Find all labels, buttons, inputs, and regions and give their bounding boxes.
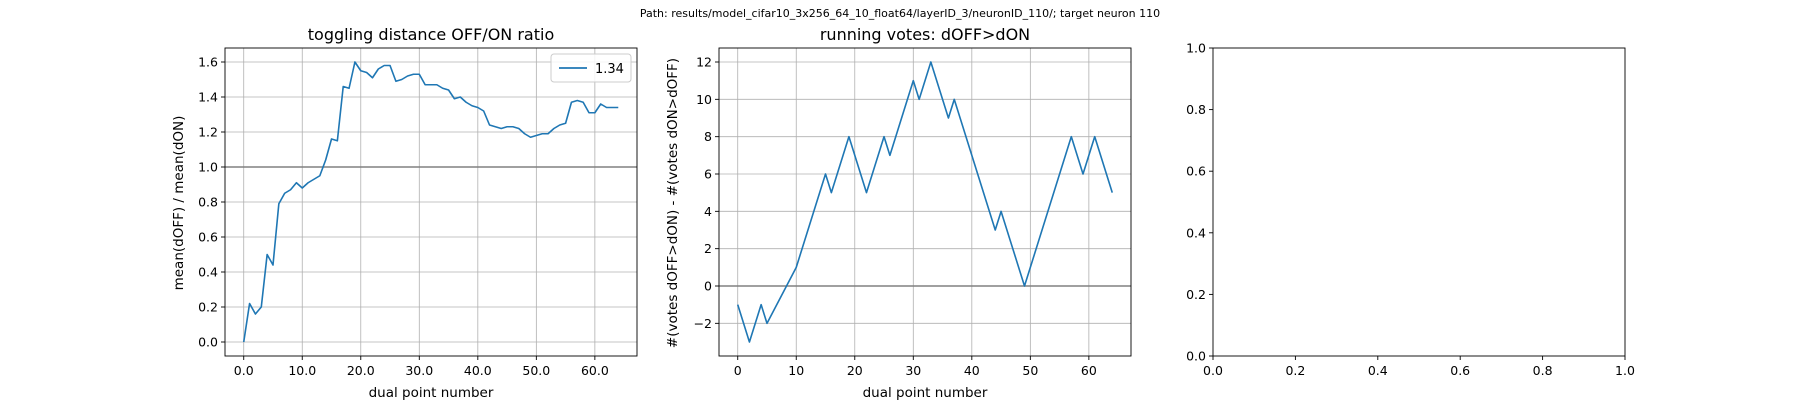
y-tick-label: 1.6 (198, 55, 218, 70)
x-tick-label: 50 (1022, 363, 1038, 378)
y-tick-label: 0.8 (1186, 102, 1206, 117)
x-tick-label: 20.0 (347, 363, 375, 378)
y-tick-label: 1.0 (198, 160, 218, 175)
axes-frame (718, 47, 1132, 357)
legend-label: 1.34 (595, 62, 624, 77)
y-tick-label: 1.0 (1186, 41, 1206, 56)
axes-frame (1212, 47, 1626, 357)
chart-panel-toggling-ratio: toggling distance OFF/ON ratio dual poin… (171, 25, 638, 400)
y-tick-label: 10 (696, 92, 712, 107)
series-line (736, 61, 1114, 343)
x-axis-label: dual point number (369, 385, 494, 400)
legend: 1.34 (550, 53, 632, 83)
chart-title: toggling distance OFF/ON ratio (308, 25, 554, 44)
y-tick-label: 1.2 (198, 125, 218, 140)
x-tick-label: 50.0 (522, 363, 550, 378)
y-tick-label: 6 (704, 167, 712, 182)
y-tick-label: 0.4 (1186, 225, 1206, 240)
legend-box (550, 53, 632, 83)
figure-suptitle: Path: results/model_cifar10_3x256_64_10_… (640, 7, 1160, 20)
y-axis-label: mean(dOFF) / mean(dON) (171, 116, 187, 291)
y-tick-label: 0 (704, 279, 712, 294)
y-tick-label: 0.6 (1186, 164, 1206, 179)
x-axis-label: dual point number (863, 385, 988, 400)
chart-panel-empty: 0.0 0.2 0.4 0.6 0.8 1.0 0.0 0.2 0.4 0.6 0.8 1.0 (1186, 41, 1635, 379)
x-tick-label: 30.0 (405, 363, 433, 378)
x-tick-label: 0.0 (234, 363, 254, 378)
chart-panel-running-votes: running votes: dOFF>dON dual point numbe… (665, 25, 1132, 400)
y-tick-label: 1.4 (198, 90, 218, 105)
y-tick-label: 0.0 (198, 335, 218, 350)
x-tick-label: 20 (847, 363, 863, 378)
y-tick-label: 0.6 (198, 230, 218, 245)
x-tick-label: 0.6 (1450, 363, 1470, 378)
y-tick-label: 0.2 (198, 300, 218, 315)
y-tick-label: 0.2 (1186, 287, 1206, 302)
x-tick-label: 10 (788, 363, 804, 378)
y-tick-label: 0.0 (1186, 349, 1206, 364)
x-tick-label: 0.4 (1368, 363, 1388, 378)
x-tick-label: 60 (1081, 363, 1097, 378)
y-tick-label: 8 (704, 129, 712, 144)
y-tick-label: −2 (694, 316, 712, 331)
x-tick-label: 0.2 (1285, 363, 1305, 378)
x-tick-label: 40.0 (464, 363, 492, 378)
x-tick-label: 1.0 (1615, 363, 1635, 378)
y-tick-label: 4 (704, 204, 712, 219)
x-tick-label: 60.0 (581, 363, 609, 378)
x-tick-label: 0.0 (1203, 363, 1223, 378)
series-line (242, 61, 619, 343)
x-tick-label: 0 (734, 363, 742, 378)
x-tick-label: 0.8 (1533, 363, 1553, 378)
y-tick-label: 0.4 (198, 265, 218, 280)
y-axis-label: #(votes dOFF>dON) - #(votes dON>dOFF) (665, 58, 681, 348)
chart-title: running votes: dOFF>dON (820, 25, 1030, 44)
x-tick-label: 10.0 (288, 363, 316, 378)
y-tick-label: 2 (704, 241, 712, 256)
y-tick-label: 0.8 (198, 195, 218, 210)
x-tick-label: 30 (905, 363, 921, 378)
x-tick-label: 40 (964, 363, 980, 378)
y-tick-label: 12 (696, 55, 712, 70)
